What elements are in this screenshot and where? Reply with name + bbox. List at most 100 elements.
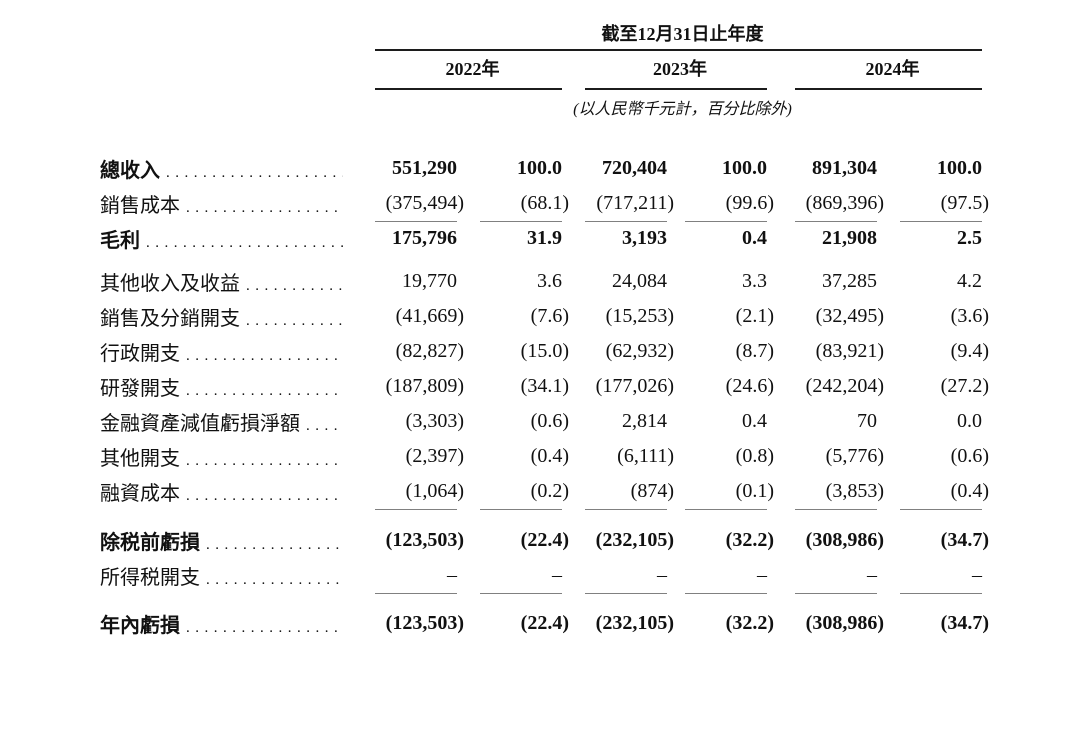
- cell-2023-percent: 0.4: [742, 410, 767, 432]
- row-label: 融資成本: [100, 477, 375, 506]
- cell-2024-amount: 891,304: [812, 157, 877, 179]
- table-row-admin-expenses: 行政開支 (82,827) (15.0) (62,932) (8.7) (83,…: [100, 334, 990, 369]
- cell-2023-percent: (32.2): [725, 612, 774, 634]
- cell-2022-amount: 19,770: [402, 270, 457, 292]
- row-label-text: 總收入: [100, 160, 160, 182]
- table-row-finance-costs: 融資成本 (1,064) (0.2) (874) (0.1) (3,853) (…: [100, 474, 990, 510]
- dot-leader: [186, 453, 343, 470]
- cell-2024-percent: (0.4): [885, 480, 990, 510]
- row-label: 其他收入及收益: [100, 267, 375, 296]
- cell-2024-percent: (3.6): [950, 305, 989, 327]
- cell-2024-percent: (0.6): [950, 445, 989, 467]
- row-label: 年內虧損: [100, 609, 375, 638]
- cell-2022-percent: (0.4): [530, 445, 569, 467]
- cell-2023-amount: (232,105): [595, 612, 674, 634]
- header-top-rule: [375, 49, 982, 51]
- table-row-loss-before-tax: 除税前虧損 (123,503) (22.4) (232,105) (32.2) …: [100, 523, 990, 558]
- cell-2024-amount: 37,285: [822, 270, 877, 292]
- dot-leader: [186, 488, 343, 505]
- year-rule: [795, 88, 982, 90]
- cell-2023-amount: (177,026): [595, 375, 674, 397]
- cell-2024-percent: (97.5): [885, 192, 990, 222]
- cell-2022-percent: –: [465, 564, 570, 594]
- year-header-row: 2022年 2023年 2024年: [375, 58, 990, 90]
- cell-2024-amount: (3,853): [795, 480, 885, 510]
- cell-2024-amount: (308,986): [805, 612, 884, 634]
- dot-leader: [206, 537, 343, 554]
- cell-2022-amount: (41,669): [395, 305, 464, 327]
- cell-2022-percent: (7.6): [530, 305, 569, 327]
- cell-2023-percent: 3.3: [742, 270, 767, 292]
- dot-leader: [186, 348, 343, 365]
- cell-2024-percent: (9.4): [950, 340, 989, 362]
- cell-2022-amount: 175,796: [392, 227, 457, 249]
- cell-2024-amount: (242,204): [805, 375, 884, 397]
- cell-2022-amount: (123,503): [385, 529, 464, 551]
- row-label: 銷售及分銷開支: [100, 302, 375, 331]
- cell-2023-amount: 2,814: [622, 410, 667, 432]
- cell-2022-percent: 31.9: [527, 227, 562, 249]
- cell-2023-amount: (874): [585, 480, 675, 510]
- cell-2022-amount: 551,290: [392, 157, 457, 179]
- cell-2022-percent: 100.0: [517, 157, 562, 179]
- year-label: 2023年: [653, 59, 707, 79]
- cell-2022-amount: (187,809): [385, 375, 464, 397]
- cell-2022-amount: (123,503): [385, 612, 464, 634]
- dot-leader: [246, 278, 343, 295]
- cell-2022-percent: (68.1): [465, 192, 570, 222]
- table-row-other-expenses: 其他開支 (2,397) (0.4) (6,111) (0.8) (5,776)…: [100, 439, 990, 474]
- row-label: 所得税開支: [100, 561, 375, 590]
- cell-2022-percent: (15.0): [520, 340, 569, 362]
- cell-2023-percent: (2.1): [735, 305, 774, 327]
- cell-2023-amount: 720,404: [602, 157, 667, 179]
- row-label: 毛利: [100, 224, 375, 253]
- cell-2022-percent: (22.4): [520, 612, 569, 634]
- table-row-other-income: 其他收入及收益 19,770 3.6 24,084 3.3 37,285 4.2: [100, 264, 990, 299]
- year-rule: [585, 88, 767, 90]
- dot-leader: [306, 418, 343, 435]
- year-header-2024: 2024年: [795, 58, 990, 90]
- table-row-rd-expenses: 研發開支 (187,809) (34.1) (177,026) (24.6) (…: [100, 369, 990, 404]
- cell-2024-percent: 2.5: [957, 227, 982, 249]
- cell-2023-amount: (6,111): [617, 445, 674, 467]
- dot-leader: [206, 572, 343, 589]
- row-label-text: 除税前虧損: [100, 532, 200, 554]
- row-label-text: 年內虧損: [100, 615, 180, 637]
- row-label-text: 研發開支: [100, 378, 180, 400]
- row-label: 總收入: [100, 154, 375, 183]
- cell-2023-percent: –: [675, 564, 775, 594]
- row-label-text: 所得税開支: [100, 567, 200, 589]
- cell-2023-percent: (8.7): [735, 340, 774, 362]
- cell-2022-percent: (0.6): [530, 410, 569, 432]
- cell-2023-amount: (717,211): [585, 192, 675, 222]
- currency-note: (以人民幣千元計，百分比除外): [573, 101, 792, 118]
- cell-2024-amount: (5,776): [825, 445, 884, 467]
- cell-2022-amount: (3,303): [405, 410, 464, 432]
- cell-2024-amount: –: [795, 564, 885, 594]
- cell-2022-amount: (2,397): [405, 445, 464, 467]
- period-title: 截至12月31日止年度: [601, 24, 764, 44]
- cell-2022-amount: (375,494): [375, 192, 465, 222]
- cell-2024-amount: (83,921): [815, 340, 884, 362]
- cell-2023-amount: (232,105): [595, 529, 674, 551]
- dot-leader: [246, 313, 343, 330]
- column-gap: [570, 58, 585, 90]
- cell-2024-percent: 0.0: [957, 410, 982, 432]
- cell-2023-amount: 24,084: [612, 270, 667, 292]
- cell-2024-percent: (27.2): [940, 375, 989, 397]
- dot-leader: [186, 383, 343, 400]
- cell-2024-percent: (34.7): [940, 612, 989, 634]
- cell-2022-percent: 3.6: [537, 270, 562, 292]
- cell-2023-percent: (0.8): [735, 445, 774, 467]
- cell-2023-percent: (0.1): [675, 480, 775, 510]
- row-label-text: 融資成本: [100, 483, 180, 505]
- cell-2023-percent: (32.2): [725, 529, 774, 551]
- row-label: 研發開支: [100, 372, 375, 401]
- year-label: 2022年: [445, 59, 500, 79]
- cell-2023-percent: 0.4: [742, 227, 767, 249]
- cell-2023-percent: 100.0: [722, 157, 767, 179]
- cell-2023-percent: (24.6): [725, 375, 774, 397]
- cell-2023-amount: –: [585, 564, 675, 594]
- cell-2022-amount: (1,064): [375, 480, 465, 510]
